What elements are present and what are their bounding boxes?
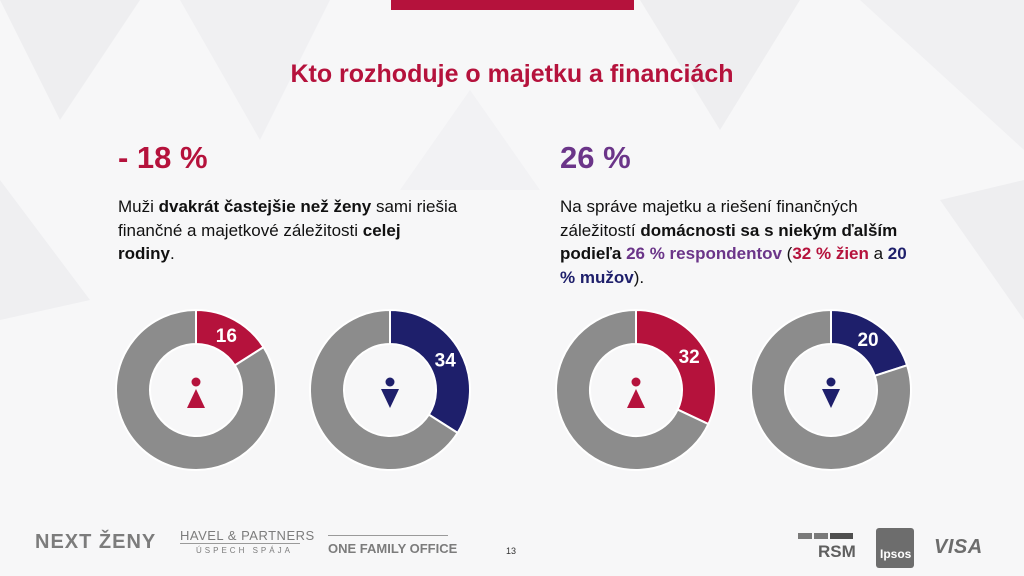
donut-label-right-women: 32 [679,347,700,368]
right-stat: 26 % [560,140,631,175]
rsm-bars-icon [798,533,853,539]
female-icon [627,377,645,408]
ofo-divider [328,535,448,536]
one-family-office-logo: ONE FAMILY OFFICE [328,541,458,556]
page-number: 13 [506,546,517,556]
donut-label-right-men: 20 [857,330,878,351]
donut-slice-left-women-rest [115,308,277,471]
ipsos-logo-text: Ipsos [880,547,912,561]
female-icon [187,377,205,408]
page-title: Kto rozhoduje o majetku a financiách [290,60,734,88]
right-description: Na správe majetku a riešení finančných z… [560,197,907,287]
donut-right-men: 20 [750,308,912,471]
ipsos-logo: Ipsos [876,528,914,568]
havel-partners-logo: HAVEL & PARTNERS [180,528,315,543]
male-icon [381,377,399,408]
havel-partners-tagline: ÚSPECH SPÁJA [196,546,293,555]
donut-label-left-women: 16 [216,326,237,347]
havel-divider [180,543,300,544]
donut-label-left-men: 34 [435,351,457,372]
donut-slice-left-men-value [389,308,471,435]
donut-slice-right-women-rest [555,308,710,471]
donut-left-women: 16 [115,308,277,471]
donut-right-women: 32 [555,308,717,471]
next-zeny-logo: NEXT ŽENY [35,531,157,553]
donut-left-men: 34 [309,308,471,471]
donut-slice-right-women-value [635,308,717,426]
visa-logo: VISA [934,536,983,558]
left-stat: - 18 % [118,140,208,175]
male-icon [822,377,840,408]
top-accent-bar [391,0,634,10]
rsm-logo: RSM [818,542,856,561]
donut-slice-left-men-rest [309,308,459,471]
left-description: Muži dvakrát častejšie než ženy sami rie… [118,197,458,263]
donut-slice-right-men-rest [750,308,912,471]
